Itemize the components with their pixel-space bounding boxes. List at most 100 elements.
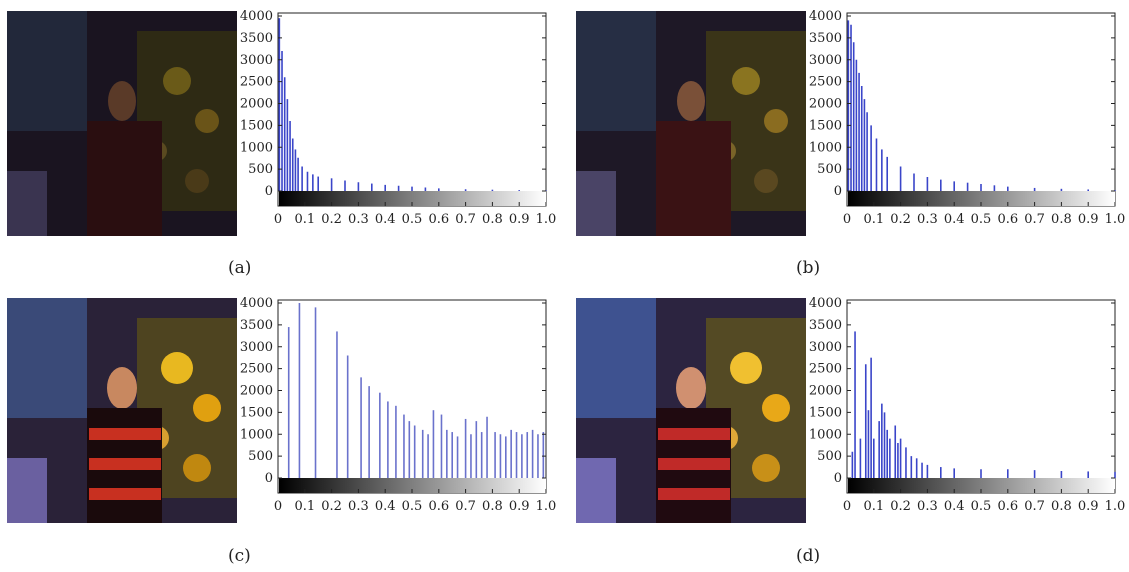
histogram-bar — [421, 429, 424, 478]
histogram-bar — [858, 72, 860, 191]
histogram-bar — [863, 99, 866, 191]
x-tick-label: 0.7 — [455, 499, 476, 514]
histogram-bar — [387, 401, 389, 478]
histogram-bar — [878, 421, 880, 478]
y-tick-label: 500 — [817, 162, 842, 177]
histogram-bar — [298, 303, 301, 478]
x-tick-label: 0.5 — [971, 212, 992, 227]
caption-b: (b) — [796, 258, 821, 278]
x-tick-label: 1.0 — [536, 499, 557, 514]
histogram-bar — [980, 184, 982, 191]
y-tick-label: 3000 — [809, 340, 842, 355]
histogram-bar — [875, 138, 878, 191]
x-tick-label: 0.8 — [482, 499, 503, 514]
histogram-bar — [881, 149, 883, 191]
histogram-bar — [518, 190, 520, 191]
y-tick-label: 3500 — [809, 318, 842, 333]
x-tick-label: 0.5 — [402, 212, 423, 227]
y-tick-label: 2500 — [240, 75, 273, 90]
bar-series — [278, 18, 547, 191]
y-tick-label: 2000 — [809, 384, 842, 399]
histogram-bar — [850, 24, 852, 191]
x-tick-label: 0.1 — [863, 212, 884, 227]
histogram-bar — [317, 176, 319, 191]
y-tick-label: 1000 — [809, 427, 842, 442]
histogram-a: 0 500 1000 1500 2000 2500 3000 3500 4000 0 0.1 0.2 0… — [240, 9, 556, 227]
x-tick-label: 0.9 — [1078, 212, 1099, 227]
histogram-bar — [368, 386, 370, 478]
histogram-bar — [870, 125, 872, 191]
y-tick-label: 500 — [248, 162, 273, 177]
y-tick-label: 2500 — [809, 362, 842, 377]
histogram-bar — [940, 179, 942, 191]
histogram-bar — [921, 462, 923, 478]
histogram-bar — [297, 157, 299, 191]
histogram-bar — [306, 171, 309, 191]
x-tick-label: 0.7 — [1024, 212, 1045, 227]
histogram-bar — [379, 392, 381, 478]
histogram-bar — [897, 443, 899, 478]
histogram-bar — [913, 173, 915, 191]
bar-series — [851, 331, 1116, 478]
histogram-bar — [1007, 186, 1009, 191]
x-tick-label: 0.1 — [294, 499, 315, 514]
plot-frame — [846, 12, 1116, 207]
histogram-bar — [491, 189, 494, 191]
x-tick-label: 0.6 — [428, 499, 449, 514]
histogram-bar — [505, 436, 507, 478]
histogram-bar — [894, 425, 897, 478]
histogram-bar — [866, 112, 868, 191]
x-tick-label: 1.0 — [1105, 499, 1126, 514]
histogram-bar — [899, 166, 902, 191]
histogram-bar — [1087, 189, 1089, 191]
x-tick-label: 0.7 — [455, 212, 476, 227]
y-tick-label: 3000 — [240, 340, 273, 355]
histogram-bar — [910, 456, 913, 478]
plot-frame — [277, 299, 547, 494]
histogram-bar — [531, 429, 534, 478]
x-tick-label: 0 — [843, 499, 851, 514]
histogram-bar — [1007, 469, 1009, 478]
histogram-bar — [545, 190, 547, 191]
histogram-bar — [1033, 187, 1036, 191]
intensity-gradient-bar — [279, 191, 546, 206]
histogram-bar — [464, 189, 467, 191]
x-tick-label: 0.4 — [944, 212, 965, 227]
x-tick-label: 0.5 — [402, 499, 423, 514]
histogram-bar — [873, 438, 875, 478]
histogram-bar — [494, 432, 496, 478]
histogram-bar — [889, 438, 891, 478]
y-tick-label: 2000 — [809, 97, 842, 112]
histogram-bar — [521, 434, 523, 478]
x-tick-label: 0.2 — [890, 212, 911, 227]
bar-series — [847, 20, 1116, 191]
y-tick-label: 2500 — [809, 75, 842, 90]
histogram-bar — [886, 156, 888, 191]
histogram-bar — [926, 177, 929, 191]
histogram-bar — [926, 464, 929, 478]
histogram-bar — [301, 166, 303, 191]
x-tick-label: 0.9 — [1078, 499, 1099, 514]
histogram-bar — [286, 99, 289, 191]
x-tick-label: 0 — [274, 499, 282, 514]
y-tick-label: 3000 — [240, 53, 273, 68]
histogram-bar — [881, 403, 883, 478]
y-tick-label: 0 — [834, 471, 842, 486]
histogram-bar — [384, 184, 386, 191]
histogram-bar — [294, 149, 297, 191]
intensity-gradient-bar — [848, 191, 1115, 206]
histogram-b: 0 500 1000 1500 2000 2500 3000 3500 4000 0 0.1 0.2 0… — [809, 9, 1125, 227]
y-tick-label: 3000 — [809, 53, 842, 68]
histogram-bar — [867, 410, 870, 478]
y-tick-label: 1500 — [809, 405, 842, 420]
histogram-bar — [451, 432, 453, 478]
x-tick-label: 0.7 — [1024, 499, 1045, 514]
histogram-bar — [281, 51, 283, 191]
y-tick-label: 0 — [834, 184, 842, 199]
histogram-bar — [346, 355, 349, 478]
histogram-bar — [899, 438, 902, 478]
histogram-bar — [446, 429, 448, 478]
x-tick-label: 0 — [274, 212, 282, 227]
histogram-bar — [1033, 470, 1036, 478]
x-tick-label: 0.9 — [509, 212, 530, 227]
